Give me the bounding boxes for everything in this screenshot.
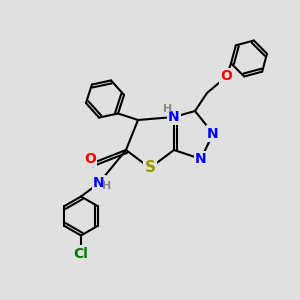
Text: N: N bbox=[195, 152, 207, 166]
Text: N: N bbox=[207, 127, 219, 140]
Text: H: H bbox=[163, 103, 172, 114]
Text: O: O bbox=[84, 152, 96, 166]
Text: N: N bbox=[93, 176, 105, 190]
Text: O: O bbox=[220, 70, 232, 83]
Text: S: S bbox=[145, 160, 155, 175]
Text: N: N bbox=[168, 110, 180, 124]
Text: H: H bbox=[103, 181, 112, 191]
Text: Cl: Cl bbox=[74, 247, 88, 260]
